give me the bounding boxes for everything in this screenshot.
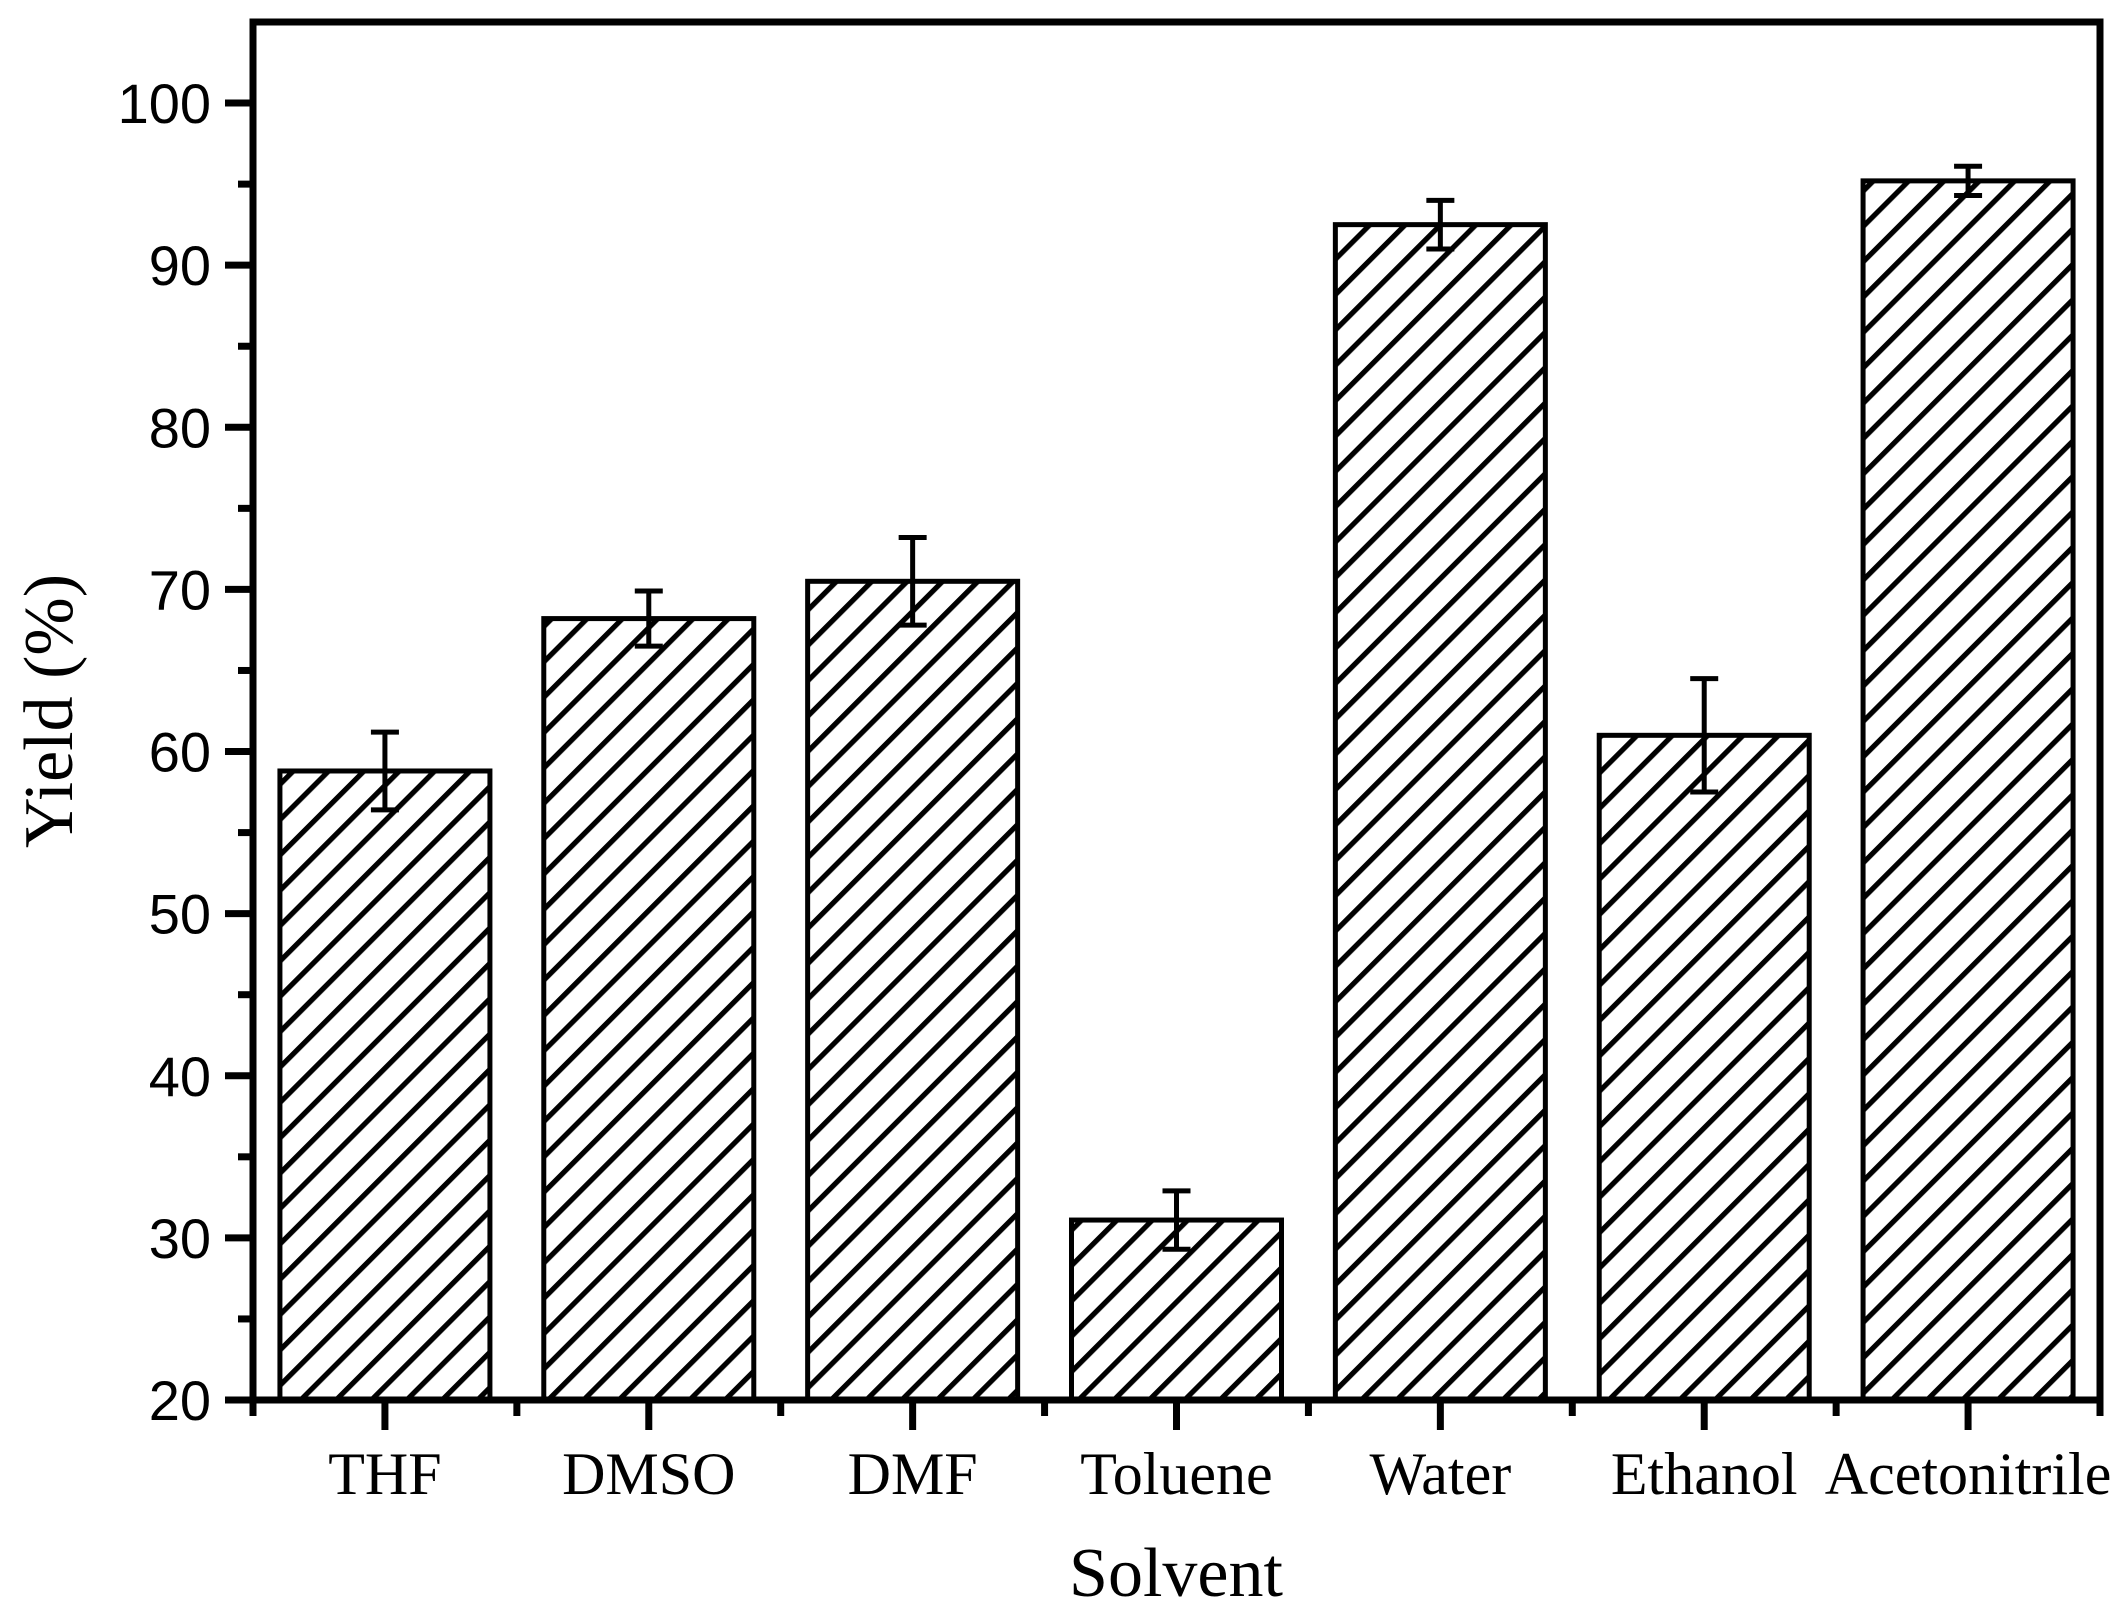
x-tick-label-dmf: DMF [848,1441,978,1507]
plot-border [249,18,2104,1404]
bar-thf [277,768,493,1403]
axis-tick-labels-layer: THF DMSO DMF Toluene Water Ethanol Acetonitril… [118,72,2112,1507]
bar-acetonitrile [1860,178,2076,1403]
y-tick-label-70: 70 [149,558,211,621]
axis-ticks-layer [225,99,2104,1430]
bar-ethanol [1596,732,1812,1403]
y-tick-label-20: 20 [149,1369,211,1432]
y-axis-title: Yield (%) [11,574,88,848]
x-tick-label-ethanol: Ethanol [1611,1441,1798,1507]
y-tick-label-80: 80 [149,396,211,459]
bar-dmso [541,616,757,1403]
bar-water [1332,222,1548,1403]
x-axis-title: Solvent [1069,1535,1283,1612]
x-tick-label-dmso: DMSO [562,1441,735,1507]
y-tick-label-40: 40 [149,1045,211,1108]
bar-dmf [805,578,1021,1403]
x-tick-label-thf: THF [328,1441,441,1507]
y-tick-label-30: 30 [149,1207,211,1270]
y-tick-label-100: 100 [118,72,211,135]
y-tick-label-90: 90 [149,234,211,297]
y-tick-label-50: 50 [149,883,211,946]
x-tick-label-water: Water [1369,1441,1511,1507]
y-tick-label-60: 60 [149,721,211,784]
x-tick-label-toluene: Toluene [1080,1441,1272,1507]
x-tick-label-acetonitrile: Acetonitrile [1825,1441,2112,1507]
error-bars-layer [370,163,1983,1252]
bar-toluene [1069,1217,1284,1403]
